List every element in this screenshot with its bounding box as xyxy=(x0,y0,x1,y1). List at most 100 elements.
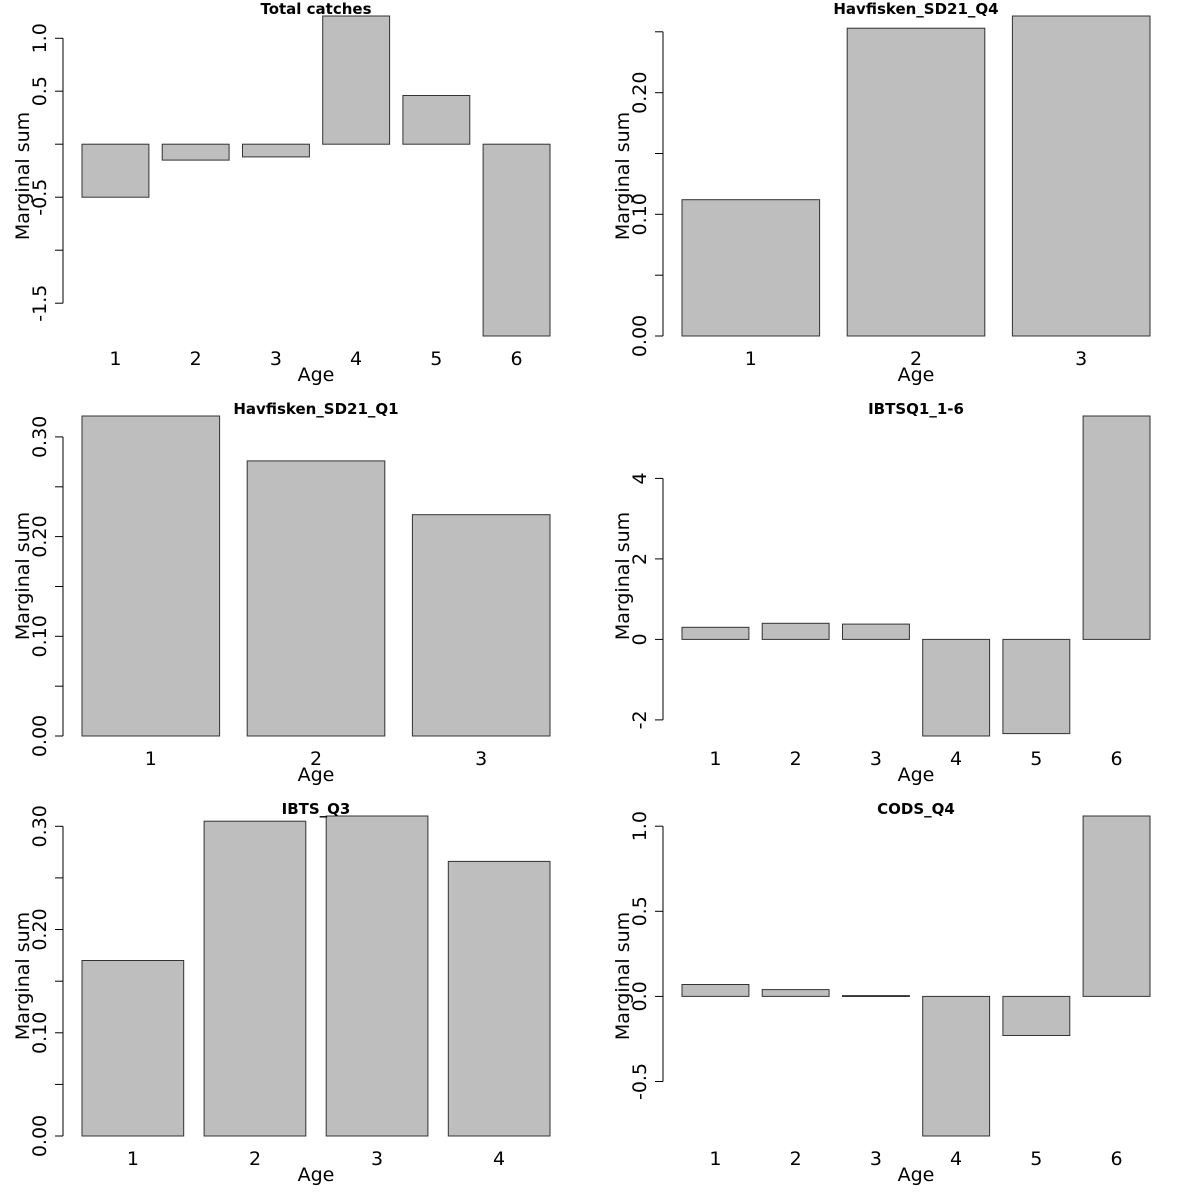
y-tick-label: 0.30 xyxy=(29,416,51,458)
x-tick-label: 3 xyxy=(870,748,882,770)
y-tick-label: 0.30 xyxy=(29,805,51,847)
y-tick-label: 0.20 xyxy=(29,908,51,950)
chart-panel-1: 1 2 3 4 5 6 1.0 0.5 -0.5 -1.5 Marginal sum Age Total… xyxy=(12,0,551,386)
y-tick-label: 1.0 xyxy=(629,811,651,841)
x-axis-title: Age xyxy=(298,1164,335,1186)
x-tick-label: 2 xyxy=(790,1148,802,1170)
y-tick-label: 0.5 xyxy=(29,76,51,106)
x-tick-label: 6 xyxy=(511,348,523,370)
bar-age-2 xyxy=(203,820,307,1137)
bar-age-3 xyxy=(1011,15,1151,337)
y-tick-label: 0.00 xyxy=(629,315,651,357)
y-tick-label: -0.5 xyxy=(629,1063,651,1100)
x-tick-label: 3 xyxy=(371,1148,383,1170)
x-tick-label: 2 xyxy=(190,348,202,370)
x-tick-label: 4 xyxy=(493,1148,505,1170)
bar-age-1 xyxy=(681,984,750,997)
y-axis-title: Marginal sum xyxy=(612,912,634,1040)
y-axis-title: Marginal sum xyxy=(12,512,34,640)
chart-title: Total catches xyxy=(260,0,371,18)
chart-title: IBTS_Q3 xyxy=(282,800,351,818)
bar-age-1 xyxy=(681,199,821,337)
x-axis-title: Age xyxy=(298,364,335,386)
bar-age-2 xyxy=(846,27,986,337)
chart-title: IBTSQ1_1-6 xyxy=(868,400,964,418)
bar-age-3 xyxy=(842,623,910,640)
chart-panel-4: 1 2 3 4 5 6 4 2 0 -2 Marginal sum Age IBTSQ1_1-6 xyxy=(612,400,1151,786)
x-tick-label: 5 xyxy=(1030,748,1042,770)
chart-panel-6: 1 2 3 4 5 6 1.0 0.5 0.0 -0.5 Marginal sum Age CODS_Q… xyxy=(612,800,1151,1186)
x-tick-label: 3 xyxy=(1075,348,1087,370)
x-tick-label: 4 xyxy=(950,1148,962,1170)
bar-age-4 xyxy=(922,638,991,737)
bar-age-6 xyxy=(1082,415,1151,640)
x-tick-label: 3 xyxy=(475,748,487,770)
bar-age-3 xyxy=(242,143,310,158)
bar-age-4 xyxy=(322,15,391,145)
y-tick-label: 0.5 xyxy=(629,896,651,926)
x-tick-label: 3 xyxy=(870,1148,882,1170)
y-tick-label: -2 xyxy=(629,710,651,729)
x-tick-label: 5 xyxy=(430,348,442,370)
chart-title: Havfisken_SD21_Q4 xyxy=(833,0,998,18)
y-tick-label: -0.5 xyxy=(29,179,51,216)
y-axis-title: Marginal sum xyxy=(12,112,34,240)
x-axis-title: Age xyxy=(298,764,335,786)
chart-panel-5: 1 2 3 4 0.00 0.10 0.20 0.30 Marginal sum Age IBTS_… xyxy=(12,800,551,1186)
x-tick-label: 2 xyxy=(249,1148,261,1170)
y-tick-label: 1.0 xyxy=(29,23,51,53)
y-tick-label: 2 xyxy=(629,553,651,565)
x-tick-label: 1 xyxy=(145,748,157,770)
bar-age-2 xyxy=(761,622,830,640)
x-tick-label: 4 xyxy=(350,348,362,370)
y-axis-title: Marginal sum xyxy=(612,112,634,240)
y-tick-label: 0.10 xyxy=(629,193,651,235)
y-tick-label: 0.00 xyxy=(29,715,51,757)
bar-age-5 xyxy=(1002,995,1071,1036)
y-tick-label: 4 xyxy=(629,472,651,484)
x-axis-title: Age xyxy=(898,1164,935,1186)
bar-age-1 xyxy=(81,960,185,1137)
bar-age-1 xyxy=(81,143,150,198)
x-axis-title: Age xyxy=(898,764,935,786)
y-tick-label: 0.00 xyxy=(29,1115,51,1157)
x-tick-label: 5 xyxy=(1030,1148,1042,1170)
y-tick-label: 0.10 xyxy=(29,1012,51,1054)
x-tick-label: 1 xyxy=(127,1148,139,1170)
x-tick-label: 1 xyxy=(709,748,721,770)
y-tick-label: 0.0 xyxy=(629,981,651,1011)
bar-age-4 xyxy=(922,995,991,1137)
x-tick-label: 2 xyxy=(910,348,922,370)
bar-age-1 xyxy=(81,415,221,737)
x-tick-label: 1 xyxy=(745,348,757,370)
y-axis-title: Marginal sum xyxy=(12,912,34,1040)
y-axis-title: Marginal sum xyxy=(612,512,634,640)
chart-title: CODS_Q4 xyxy=(877,800,955,818)
bar-age-2 xyxy=(161,143,230,161)
bar-age-2 xyxy=(761,989,830,997)
bar-age-1 xyxy=(681,626,750,640)
bar-age-3 xyxy=(411,514,551,737)
y-tick-label: 0 xyxy=(629,633,651,645)
y-tick-label: 0.10 xyxy=(29,615,51,657)
x-tick-label: 1 xyxy=(709,1148,721,1170)
y-tick-label: 0.20 xyxy=(629,72,651,114)
x-tick-label: 2 xyxy=(790,748,802,770)
bar-age-2 xyxy=(246,460,386,737)
y-tick-label: 0.20 xyxy=(29,515,51,557)
bar-age-3 xyxy=(842,995,910,998)
x-tick-label: 4 xyxy=(950,748,962,770)
x-tick-label: 1 xyxy=(109,348,121,370)
bar-age-4 xyxy=(447,860,551,1137)
chart-panel-3: 1 2 3 0.00 0.10 0.20 0.30 Marginal sum Age Havfis… xyxy=(12,400,551,786)
x-tick-label: 3 xyxy=(270,348,282,370)
bar-age-5 xyxy=(402,95,471,145)
x-tick-label: 6 xyxy=(1111,1148,1123,1170)
bar-age-5 xyxy=(1002,638,1071,735)
bar-age-6 xyxy=(1082,815,1151,997)
x-tick-label: 2 xyxy=(310,748,322,770)
x-axis-title: Age xyxy=(898,364,935,386)
x-tick-label: 6 xyxy=(1111,748,1123,770)
